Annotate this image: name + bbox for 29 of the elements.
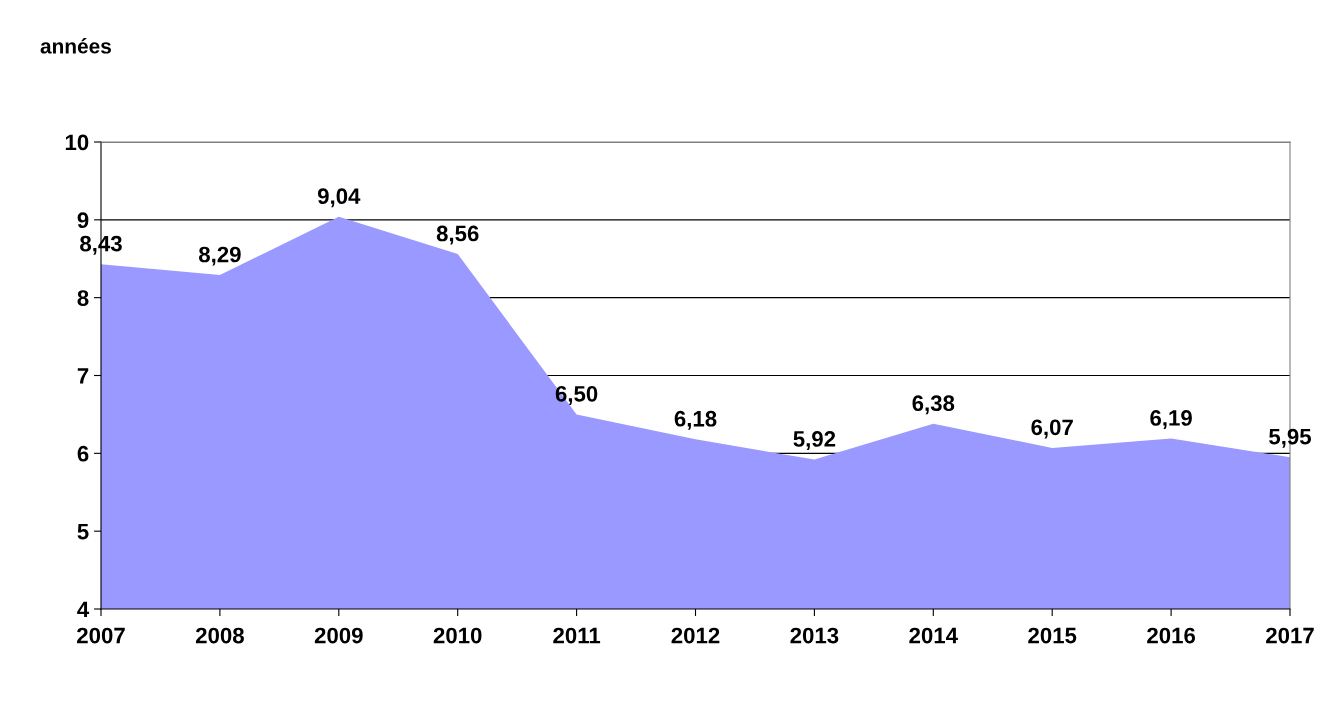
x-tick-label: 2015 (1028, 627, 1077, 644)
data-label: 8,56 (436, 225, 479, 245)
x-tick-label: 2017 (1266, 627, 1314, 644)
y-tick-label: 5 (77, 523, 89, 540)
data-label: 6,18 (674, 410, 717, 430)
y-tick-label: 6 (77, 445, 89, 462)
x-tick-label: 2010 (433, 627, 482, 644)
y-tick-label: 8 (77, 290, 89, 306)
data-label: 5,92 (793, 431, 836, 451)
x-tick-label: 2008 (195, 627, 244, 644)
data-label: 9,04 (317, 188, 361, 208)
data-label: 6,50 (555, 385, 598, 405)
data-label: 5,95 (1269, 428, 1312, 448)
x-tick-label: 2014 (909, 627, 958, 644)
x-tick-label: 2007 (77, 627, 125, 644)
y-tick-label: 4 (77, 601, 90, 618)
x-tick-label: 2009 (314, 627, 363, 644)
y-axis-title: années (40, 38, 111, 54)
x-tick-label: 2013 (790, 627, 839, 644)
y-tick-label: 9 (77, 212, 89, 229)
x-tick-label: 2012 (671, 627, 720, 644)
data-label: 6,07 (1031, 419, 1073, 439)
x-tick-label: 2011 (553, 627, 601, 644)
y-tick-label: 10 (65, 134, 89, 151)
data-label: 6,19 (1150, 410, 1192, 430)
data-label: 6,38 (912, 395, 955, 415)
x-tick-label: 2016 (1147, 627, 1196, 644)
y-tick-label: 7 (77, 368, 89, 384)
data-label: 8,29 (198, 246, 241, 266)
